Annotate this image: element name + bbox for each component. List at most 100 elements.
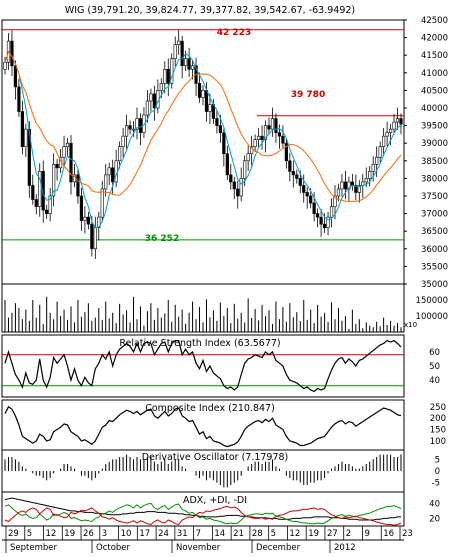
candle-body xyxy=(145,100,150,116)
candle-body xyxy=(204,90,209,112)
price-tick-label: 37000 xyxy=(421,210,448,220)
candle-body xyxy=(336,188,341,197)
candle-body xyxy=(225,153,229,176)
candle-body xyxy=(201,90,205,98)
price-tick-label: 35000 xyxy=(421,280,448,290)
candle-body xyxy=(170,58,174,84)
candle-body xyxy=(13,65,18,88)
candle-body xyxy=(319,216,323,225)
price-tick-label: 42500 xyxy=(421,16,448,26)
price-tick-label: 41500 xyxy=(421,51,448,61)
candle-body xyxy=(270,118,275,130)
price-tick-label: 39500 xyxy=(421,122,448,132)
candle-body xyxy=(222,132,226,155)
composite-tick-label: 150 xyxy=(430,426,446,436)
ma-long-line xyxy=(4,50,402,202)
candle-body xyxy=(243,160,247,179)
level-label-support: 36 252 xyxy=(145,234,179,244)
candle-body xyxy=(253,139,257,148)
candle-body xyxy=(190,65,195,70)
candle-body xyxy=(368,171,372,179)
price-tick-label: 42000 xyxy=(421,34,448,44)
date-tick-label: 3 xyxy=(102,529,107,539)
candle-body xyxy=(62,146,66,158)
candle-body xyxy=(93,227,97,250)
adx-line xyxy=(4,497,401,521)
candle-body xyxy=(364,178,368,183)
date-tick-label: 16 xyxy=(383,529,394,539)
candle-body xyxy=(329,206,334,218)
date-tick-label: 24 xyxy=(158,529,169,539)
rsi-tick-label: 50 xyxy=(429,362,440,372)
candle-body xyxy=(20,111,24,148)
candle-body xyxy=(302,185,306,193)
date-tick-label: 10 xyxy=(121,529,132,539)
candle-body xyxy=(357,185,361,193)
candle-body xyxy=(10,40,14,67)
candle-body xyxy=(347,181,351,190)
date-tick-label: 31 xyxy=(177,529,188,539)
date-tick-label: 29 xyxy=(8,529,19,539)
candle-body xyxy=(395,118,400,123)
candle-body xyxy=(128,125,132,130)
derivative-title: Derivative Oscillator (7.17978) xyxy=(142,452,289,463)
candle-body xyxy=(17,86,21,112)
candle-body xyxy=(31,185,35,200)
candle-body xyxy=(232,181,236,190)
price-tick-label: 37500 xyxy=(421,192,448,202)
candle-body xyxy=(333,195,337,207)
date-tick-label: 17 xyxy=(139,529,150,539)
candle-body xyxy=(382,135,386,148)
candle-body xyxy=(256,135,261,140)
price-title: WIG (39,791.20, 39,824.77, 39,377.82, 39… xyxy=(65,5,355,16)
date-tick-label: 27 xyxy=(327,529,338,539)
adx-tick-label: 40 xyxy=(429,499,440,509)
price-tick-label: 38500 xyxy=(421,157,448,167)
date-tick-label: 9 xyxy=(364,529,369,539)
price-frame xyxy=(1,19,405,285)
composite-line xyxy=(4,405,402,448)
candle-body xyxy=(38,171,42,207)
composite-tick-label: 100 xyxy=(430,437,446,447)
candle-body xyxy=(79,195,84,221)
candle-body xyxy=(104,174,108,190)
date-tick-label: 19 xyxy=(64,529,75,539)
candle-body xyxy=(343,181,348,190)
candle-body xyxy=(187,58,191,70)
price-tick-label: 38000 xyxy=(421,174,448,184)
candle-body xyxy=(263,125,268,140)
composite-title: Composite Index (210.847) xyxy=(145,403,275,414)
ma-short-line xyxy=(4,50,402,229)
volume-tick-label: 150000 xyxy=(416,296,448,306)
date-tick-label: 23 xyxy=(402,529,413,539)
candle-body xyxy=(159,83,163,91)
derivative-tick-label: 0 xyxy=(435,467,440,477)
candle-body xyxy=(55,164,59,169)
candle-body xyxy=(309,195,313,204)
candle-body xyxy=(229,174,233,183)
volume-multiplier: x10 xyxy=(404,321,417,329)
date-tick-label: 5 xyxy=(271,529,276,539)
candle-body xyxy=(250,146,254,155)
candle-body xyxy=(371,164,375,172)
date-tick-label: 7 xyxy=(196,529,201,539)
candle-body xyxy=(131,128,136,131)
candle-body xyxy=(385,132,389,137)
candle-body xyxy=(121,135,125,148)
level-label-resistance: 39 780 xyxy=(291,90,325,100)
price-tick-label: 36000 xyxy=(421,245,448,255)
candle-body xyxy=(340,181,344,190)
candle-body xyxy=(399,118,403,125)
candle-body xyxy=(48,195,52,214)
candle-body xyxy=(97,216,101,228)
month-label: September xyxy=(10,543,57,553)
candle-body xyxy=(34,199,38,207)
candle-body xyxy=(326,216,330,228)
month-label: October xyxy=(96,543,131,553)
month-label: November xyxy=(176,543,221,553)
candle-body xyxy=(90,223,94,250)
candle-body xyxy=(166,68,170,84)
candle-body xyxy=(3,61,7,70)
adx-title: ADX, +DI, -DI xyxy=(183,495,247,506)
candle-body xyxy=(184,58,188,67)
